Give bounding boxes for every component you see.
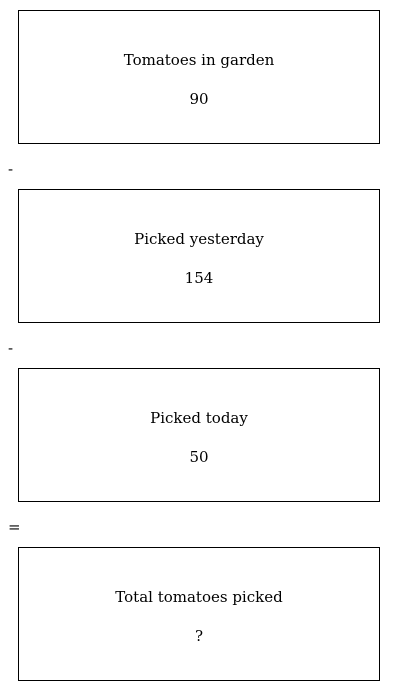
card-value: 90 [189,90,209,108]
card-label: Tomatoes in garden [123,51,275,69]
operator-equals: = [8,518,21,536]
card-label: Picked yesterday [134,230,264,248]
card-label: Total tomatoes picked [115,588,283,606]
operator-minus: - [8,339,14,357]
picked-today-card: Picked today 50 [18,368,380,502]
card-value: ? [194,627,204,645]
picked-yesterday-card: Picked yesterday 154 [18,189,380,323]
card-value: 154 [184,269,214,287]
total-picked-card: Total tomatoes picked ? [18,547,380,681]
card-label: Picked today [150,409,248,427]
garden-tomatoes-card: Tomatoes in garden 90 [18,10,380,144]
operator-minus: - [8,160,14,178]
card-value: 50 [189,448,209,466]
